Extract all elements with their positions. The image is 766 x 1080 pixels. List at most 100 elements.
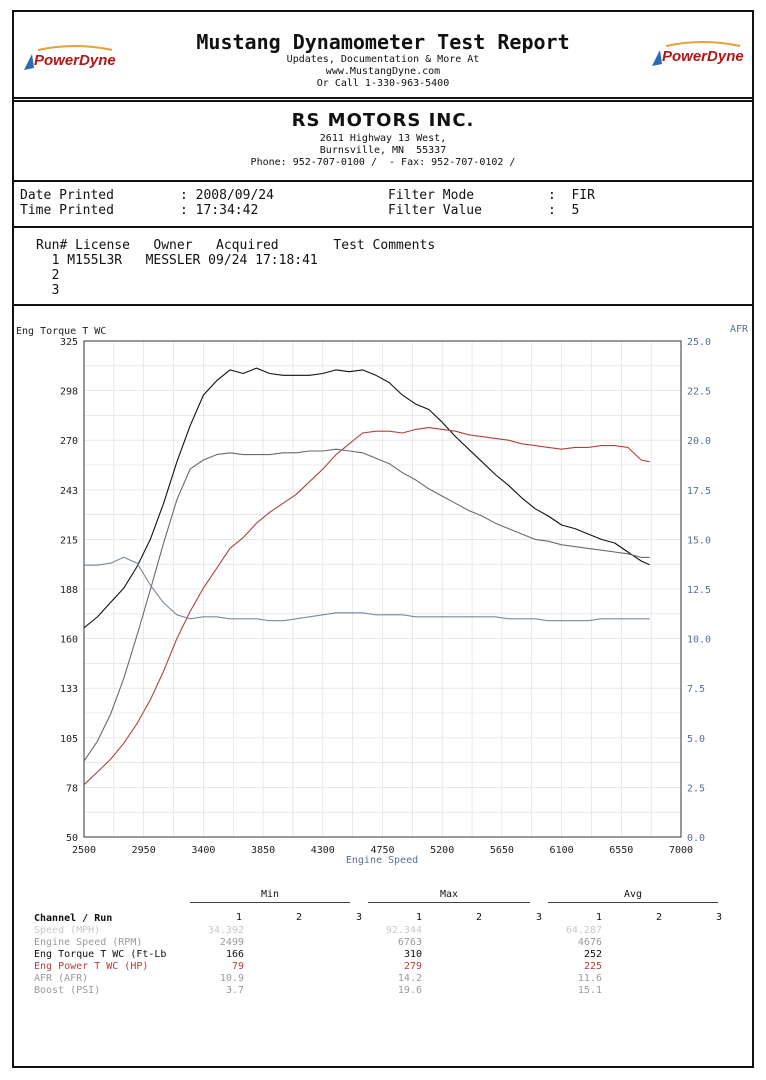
stats-max-value: 310 [403,949,422,960]
logo-swoosh-icon [24,45,113,70]
stats-min-value: 3.7 [225,985,244,996]
stats-run-number: 2 [476,912,483,923]
y-left-tick-label: 298 [60,387,78,398]
y-right-tick-label: 7.5 [687,684,705,695]
stats-run-number: 3 [716,912,723,923]
x-tick-label: 6100 [550,845,574,856]
shop-name: RS MOTORS INC. [291,110,475,131]
stats-min-value: 10.9 [219,973,244,984]
stats-group-underline [190,902,350,903]
series-line-3 [83,448,650,762]
date-printed-value: : 2008/09/24 [180,188,274,203]
shop-address-2: Burnsville, MN 55337 [319,145,447,156]
stats-max-value: 14.2 [397,973,422,984]
stats-min-value: 79 [231,961,244,972]
filter-value-value: : 5 [548,203,580,218]
y-right-tick-label: 10.0 [687,635,711,646]
y-right-tick-label: 5.0 [687,734,705,745]
x-tick-label: 7000 [669,845,693,856]
stats-run-number: 1 [596,912,603,923]
x-tick-label: 4300 [311,845,335,856]
stats-avg-value: 15.1 [577,985,602,996]
stats-avg-value: 4676 [577,937,602,948]
run-row: 3 [36,283,60,298]
powerdyne-logo-left: PowerDyne [20,44,120,78]
logo-text: PowerDyne [662,48,744,65]
y-left-tick-label: 78 [66,783,78,794]
stats-row-label: Eng Power T WC (HP) [34,961,149,972]
stats-max-value: 19.6 [397,985,422,996]
time-printed-value: : 17:34:42 [180,203,259,218]
stats-avg-value: 64.287 [565,925,602,936]
run-row: 1 M155L3R MESSLER 09/24 17:18:41 [36,253,318,268]
filter-mode-value: : FIR [548,188,595,203]
x-axis-label: Engine Speed [346,855,418,866]
y-left-tick-label: 325 [60,337,78,348]
header-divider-double [12,100,754,102]
y-left-tick-label: 188 [60,585,78,596]
shop-divider [12,180,754,182]
stats-run-number: 1 [236,912,243,923]
y-left-tick-label: 50 [66,833,78,844]
x-tick-label: 3400 [191,845,215,856]
series-line-4 [84,556,650,622]
powerdyne-logo-right: PowerDyne [648,40,748,74]
stats-run-number: 3 [536,912,543,923]
x-tick-label: 2950 [132,845,156,856]
y-right-tick-label: 2.5 [687,783,705,794]
stats-min-value: 166 [225,949,244,960]
runs-header: Run# License Owner Acquired Test Comment… [36,238,436,253]
stats-avg-value: 11.6 [577,973,602,984]
stats-row-label: Boost (PSI) [34,985,101,996]
x-tick-label: 2500 [72,845,96,856]
header-line-1: Updates, Documentation & More At [286,54,480,65]
shop-phone: Phone: 952-707-0100 / - Fax: 952-707-010… [250,157,516,168]
stats-min-value: 2499 [219,937,244,948]
y-right-tick-label: 15.0 [687,535,711,546]
y-left-tick-label: 270 [60,436,78,447]
stats-max-value: 92.344 [385,925,422,936]
y-right-tick-label: 22.5 [687,387,711,398]
stats-channel-header: Channel / Run [34,913,113,924]
y-right-tick-label: 25.0 [687,337,711,348]
stats-row-label: Engine Speed (RPM) [34,937,143,948]
stats-run-number: 1 [416,912,423,923]
stats-run-number: 3 [356,912,363,923]
y-left-tick-label: 133 [60,684,78,695]
y-left-tick-label: 215 [60,535,78,546]
y-left-tick-label: 243 [60,486,78,497]
stats-row-label: Speed (MPH) [34,925,101,936]
series-line-1 [83,367,650,629]
x-tick-label: 3850 [251,845,275,856]
stats-run-number: 2 [656,912,663,923]
runs-divider [12,304,754,306]
stats-row-label: Eng Torque T WC (Ft-Lb [34,949,167,960]
stats-max-value: 279 [403,961,422,972]
stats-group-underline [368,902,530,903]
stats-min-value: 34.392 [207,925,244,936]
stats-group-label: Min [260,889,280,900]
header-line-2: www.MustangDyne.com [325,66,441,77]
stats-group-label: Avg [623,889,643,900]
time-printed-label: Time Printed [20,203,114,218]
y-right-tick-label: 12.5 [687,585,711,596]
y-left-axis-label: Eng Torque T WC [16,326,106,337]
stats-avg-value: 225 [583,961,602,972]
filter-value-label: Filter Value [388,203,482,218]
logo-swoosh-icon [652,41,741,66]
y-right-tick-label: 0.0 [687,833,705,844]
stats-group-underline [548,902,718,903]
stats-max-value: 6763 [397,937,422,948]
report-title: Mustang Dynamometer Test Report [196,30,570,54]
x-tick-label: 5650 [490,845,514,856]
x-tick-label: 4750 [370,845,394,856]
logo-text: PowerDyne [34,52,116,69]
plot-area-border [83,340,682,838]
shop-address-1: 2611 Highway 13 West, [319,133,447,144]
y-right-tick-label: 20.0 [687,436,711,447]
series-line-2 [83,427,650,786]
report-frame [12,10,754,1068]
x-tick-label: 6550 [609,845,633,856]
y-left-tick-label: 105 [60,734,78,745]
header-divider [12,97,754,99]
